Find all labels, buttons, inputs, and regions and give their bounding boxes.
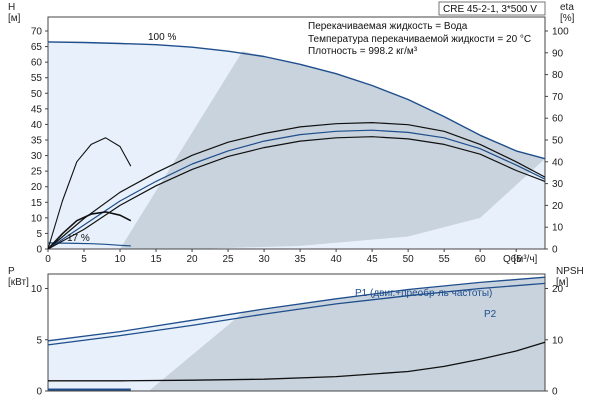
bottom-chart-background bbox=[47, 273, 546, 392]
bottom-right-axis-label: NPSH [м] bbox=[556, 266, 584, 288]
npsh-tick-label-1: 10 bbox=[552, 335, 564, 346]
top-plot-frame bbox=[47, 16, 546, 250]
x-tick-label-7: 35 bbox=[295, 254, 307, 265]
npsh-tick-label-2: 20 bbox=[552, 284, 564, 295]
top-series-line-6 bbox=[47, 211, 132, 250]
x-tick-label-3: 15 bbox=[150, 254, 162, 265]
left-tick-label-8: 40 bbox=[31, 120, 43, 131]
series-label-p2: P2 bbox=[484, 309, 497, 320]
left-tick-label-5: 25 bbox=[31, 167, 43, 178]
x-tick-label-11: 55 bbox=[439, 254, 451, 265]
top-series-line-1 bbox=[47, 242, 131, 247]
right-tick-label-10: 100 bbox=[552, 27, 569, 38]
x-tick-label-2: 10 bbox=[114, 254, 126, 265]
chart-title: CRE 45-2-1, 3*500 V bbox=[443, 4, 537, 15]
series-label-p1: P1 (двиг.+преобр-ль частоты) bbox=[355, 287, 492, 299]
power-tick-label-2: 10 bbox=[31, 284, 43, 295]
right-tick-label-9: 90 bbox=[552, 48, 564, 59]
right-tick-label-8: 80 bbox=[552, 70, 564, 81]
right-tick-label-3: 30 bbox=[552, 179, 564, 190]
top-chart-background bbox=[47, 16, 546, 250]
right-tick-label-0: 0 bbox=[552, 245, 558, 256]
x-tick-label-12: 60 bbox=[475, 254, 487, 265]
left-tick-label-4: 20 bbox=[31, 182, 43, 193]
x-tick-label-9: 45 bbox=[367, 254, 379, 265]
x-tick-label-1: 5 bbox=[81, 254, 87, 265]
left-tick-label-1: 5 bbox=[36, 229, 42, 240]
bottom-plot-frame bbox=[47, 273, 546, 392]
top-chart-axes: 0510152025303540455055606570010203040506… bbox=[31, 27, 569, 266]
left-tick-label-6: 30 bbox=[31, 151, 43, 162]
bottom-chart-axes: 0 5 10 0 10 20 bbox=[31, 284, 564, 398]
right-tick-label-5: 50 bbox=[552, 136, 564, 147]
x-tick-label-13: 65 bbox=[511, 254, 523, 265]
power-gray-region bbox=[148, 277, 545, 391]
top-series-line-0 bbox=[47, 41, 546, 160]
npsh-tick-label-0: 0 bbox=[552, 387, 558, 398]
top-left-axis-label: H [м] bbox=[8, 2, 21, 24]
x-tick-label-6: 30 bbox=[259, 254, 271, 265]
x-tick-label-4: 20 bbox=[186, 254, 198, 265]
x-tick-label-10: 50 bbox=[403, 254, 415, 265]
bottom-left-axis-label: P [кВт] bbox=[8, 266, 29, 288]
x-tick-label-5: 25 bbox=[223, 254, 235, 265]
right-tick-label-2: 20 bbox=[552, 201, 564, 212]
left-tick-label-11: 55 bbox=[31, 73, 43, 84]
bottom-chart-curves bbox=[47, 276, 546, 391]
envelope-gray-region bbox=[120, 51, 545, 249]
top-series-line-2 bbox=[47, 122, 546, 250]
left-tick-label-12: 60 bbox=[31, 58, 43, 69]
left-tick-label-7: 35 bbox=[31, 136, 43, 147]
info-temperature: Температура перекачиваемой жидкости = 20… bbox=[308, 34, 531, 45]
right-tick-label-7: 70 bbox=[552, 92, 564, 103]
top-series-line-3 bbox=[47, 129, 546, 250]
power-tick-label-0: 0 bbox=[36, 387, 42, 398]
bottom-series-line-1 bbox=[47, 282, 546, 346]
left-tick-label-10: 50 bbox=[31, 89, 43, 100]
top-right-axis-label: eta [%] bbox=[560, 2, 575, 24]
annotation-100-percent: 100 % bbox=[148, 32, 176, 43]
info-density: Плотность = 998.2 кг/м³ bbox=[308, 46, 418, 57]
title-box bbox=[438, 1, 546, 16]
x-tick-label-8: 40 bbox=[331, 254, 343, 265]
top-chart-curves bbox=[47, 41, 546, 250]
x-axis-label: Q [м³/ч] bbox=[503, 254, 538, 265]
right-tick-label-4: 40 bbox=[552, 157, 564, 168]
info-liquid: Перекачиваемая жидкость = Вода bbox=[308, 21, 468, 32]
right-tick-label-1: 10 bbox=[552, 223, 564, 234]
left-tick-label-14: 70 bbox=[31, 27, 43, 38]
left-tick-label-0: 0 bbox=[36, 245, 42, 256]
top-series-line-5 bbox=[47, 137, 132, 250]
bottom-series-line-3 bbox=[48, 341, 546, 382]
x-tick-label-0: 0 bbox=[45, 254, 51, 265]
annotation-17-percent: 17 % bbox=[67, 233, 90, 244]
left-tick-label-3: 15 bbox=[31, 198, 43, 209]
power-tick-label-1: 5 bbox=[36, 335, 42, 346]
left-tick-label-2: 10 bbox=[31, 213, 43, 224]
top-series-line-4 bbox=[47, 136, 546, 250]
bottom-series-line-0 bbox=[47, 276, 546, 342]
right-tick-label-6: 60 bbox=[552, 114, 564, 125]
left-tick-label-13: 65 bbox=[31, 42, 43, 53]
left-tick-label-9: 45 bbox=[31, 104, 43, 115]
